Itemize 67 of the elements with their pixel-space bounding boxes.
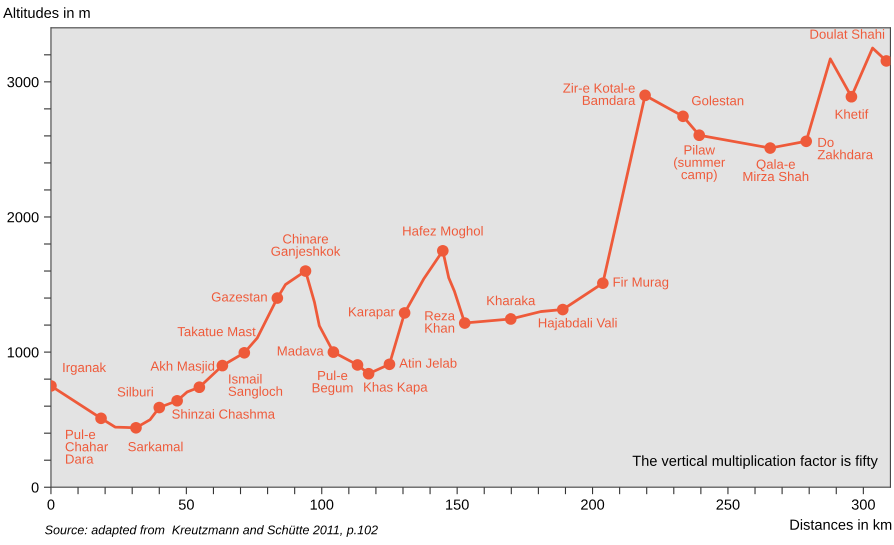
point [436,244,449,257]
annotation: Do Zakhdara [818,138,874,160]
annotation: Khas Kapa [364,382,428,394]
annotation: Kharaka [487,296,536,306]
annotation: Akh Masjid [150,361,214,374]
annotation: Pilaw (summer camp) [674,144,726,182]
point [458,317,471,329]
x-tick-label: 0 [47,499,54,510]
y-tick-label: 3000 [7,76,39,88]
annotation: Ismail Sangloch [228,374,282,399]
annotation: Sarkamal [128,442,182,452]
annotation: Chinare Ganjeshkok [271,234,340,259]
annotation: Shinzai Chashma [172,409,276,419]
annotation: Karapar [349,307,395,320]
point [800,135,812,148]
annotation: Takatue Mast [178,326,256,336]
x-axis-title: Distances in km [790,519,892,530]
y-axis-title: Altitudes in m [3,7,90,18]
point [153,402,166,414]
annotation: Hajabdali Vali [538,318,617,330]
annotation: Doulat Shahi [810,29,884,39]
x-tick-label: 250 [716,499,740,510]
point [384,358,396,370]
point [677,110,689,122]
annotation: Fir Murag [614,277,668,290]
point [272,292,284,304]
annotation: The vertical multiplication factor is fifty [632,455,878,469]
point [95,412,107,424]
point [764,142,776,154]
point [216,360,228,372]
point [398,307,410,319]
point [362,368,374,380]
annotation: Reza Khan [425,311,456,333]
annotation: Golestan [692,96,744,106]
x-tick-label: 300 [852,499,875,510]
point [300,265,312,277]
point [171,394,183,407]
point [504,313,517,325]
annotation: Pul-e Chahar Dara [66,429,108,464]
point [194,381,206,394]
point [328,346,340,358]
annotation: Silburi [118,386,153,397]
point [130,422,142,434]
point [238,346,250,359]
annotation: Gazestan [212,292,267,302]
source-note: Source: adapted from Kreutzmann and Schütte 2011, p.102 [45,525,378,537]
annotation: Qala-e Mirza Shah [743,159,808,182]
x-tick-label: 150 [446,499,469,510]
annotation: Madava [278,346,324,356]
y-tick-label: 2000 [7,212,39,222]
annotation: Khetif [836,109,868,119]
annotation: Irganak [63,362,106,375]
point [597,277,609,289]
point [556,304,569,316]
y-tick-label: 0 [32,482,39,493]
point [846,90,858,103]
annotation: Zir-e Kotal-e Bamdara [563,83,636,106]
annotation: Pul-e Begum [312,370,353,396]
y-tick-label: 1000 [8,347,39,358]
x-tick-label: 100 [310,499,334,510]
point [639,90,651,102]
point [352,359,364,371]
x-tick-label: 200 [581,499,604,510]
annotation: Atin Jelab [399,358,457,368]
x-tick-label: 50 [178,499,194,510]
annotation: Hafez Moghol [403,226,483,238]
point [693,129,706,142]
